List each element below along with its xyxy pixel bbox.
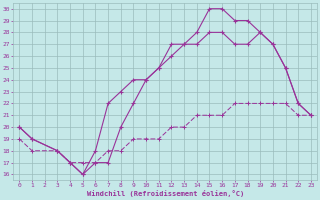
X-axis label: Windchill (Refroidissement éolien,°C): Windchill (Refroidissement éolien,°C) xyxy=(86,190,244,197)
